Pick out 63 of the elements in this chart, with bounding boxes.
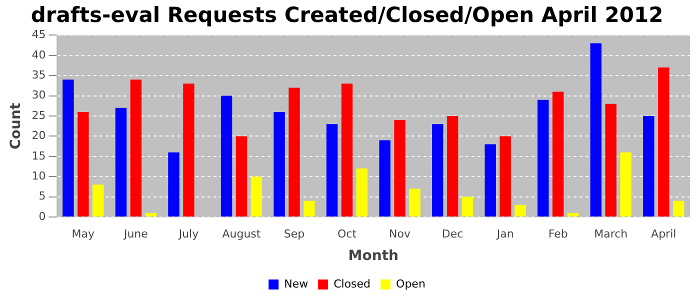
- x-tick-label: Oct: [338, 227, 358, 240]
- bar: [304, 200, 315, 216]
- x-tick-label: Feb: [548, 227, 568, 240]
- legend-label: Closed: [334, 277, 371, 290]
- x-tick-label: Dec: [442, 227, 464, 240]
- x-tick-label: Sep: [284, 227, 305, 240]
- y-tick-label: 45: [32, 28, 46, 42]
- bar: [394, 120, 406, 216]
- bar: [78, 112, 89, 216]
- bar: [236, 136, 248, 216]
- bar: [183, 84, 194, 216]
- y-tick-label: 10: [32, 169, 46, 182]
- bar: [341, 84, 353, 216]
- x-tick-label: July: [178, 227, 200, 240]
- bar: [658, 68, 670, 216]
- bar: [92, 184, 104, 216]
- y-tick-label: 5: [38, 190, 46, 203]
- bar: [620, 152, 632, 216]
- bar: [514, 204, 526, 216]
- y-tick-label: 0: [38, 210, 46, 223]
- legend-label: Open: [396, 277, 426, 290]
- bar: [274, 112, 285, 216]
- bar: [168, 152, 180, 216]
- bar: [538, 100, 549, 216]
- x-axis-title: Month: [348, 248, 398, 264]
- x-tick-label: August: [222, 227, 262, 240]
- y-axis-title: Count: [8, 102, 24, 150]
- bar: [446, 116, 458, 216]
- bar: [643, 116, 654, 216]
- bar: [288, 88, 300, 216]
- x-tick-label: April: [651, 227, 676, 240]
- x-tick-label: Jan: [496, 227, 514, 240]
- y-tick-label: 15: [32, 149, 46, 162]
- bar: [250, 176, 262, 216]
- bar: [552, 92, 564, 216]
- bar: [672, 200, 684, 216]
- bar: [409, 188, 420, 216]
- bar: [145, 212, 157, 216]
- bar: [567, 212, 579, 216]
- y-tick-label: 25: [32, 108, 46, 122]
- legend-label: New: [284, 277, 308, 290]
- bar: [220, 96, 232, 216]
- bar: [326, 124, 338, 216]
- bar: [500, 136, 511, 216]
- chart-title: drafts-eval Requests Created/Closed/Open April 2012: [30, 3, 664, 28]
- y-tick-label: 35: [32, 68, 46, 82]
- bar: [62, 80, 74, 216]
- y-tick-label: 30: [32, 88, 46, 102]
- bar: [484, 144, 496, 216]
- bar: [462, 196, 474, 216]
- x-tick-label: May: [72, 227, 96, 240]
- y-tick-label: 40: [32, 48, 46, 62]
- bar: [356, 168, 368, 216]
- y-tick-label: 20: [32, 129, 46, 142]
- bar: [590, 43, 602, 216]
- bar: [379, 140, 390, 216]
- x-tick-label: June: [122, 227, 148, 240]
- x-tick-label: Nov: [389, 227, 412, 240]
- x-tick-label: March: [594, 227, 628, 240]
- bar: [432, 124, 444, 216]
- bar: [115, 108, 127, 216]
- bar: [605, 104, 616, 216]
- bar: [130, 80, 142, 216]
